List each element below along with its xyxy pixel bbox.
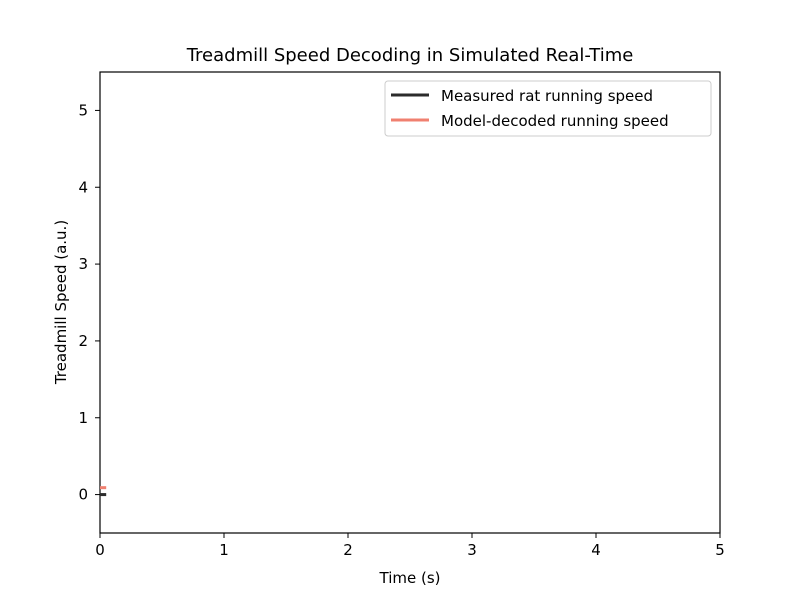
y-tick-label-1: 1	[78, 409, 88, 427]
x-tick-label-0: 0	[95, 541, 105, 559]
x-tick-label-3: 3	[467, 541, 477, 559]
y-tick-label-0: 0	[78, 486, 88, 504]
y-tick-label-4: 4	[78, 178, 88, 196]
x-tick-label-1: 1	[219, 541, 229, 559]
y-tick-label-2: 2	[78, 332, 88, 350]
plot-area	[99, 71, 721, 534]
series-layer	[100, 486, 107, 497]
x-axis: 0 1 2 3 4 5	[95, 533, 725, 559]
axes-frame	[99, 71, 721, 534]
legend-box	[384, 80, 712, 137]
chart-title: Treadmill Speed Decoding in Simulated Re…	[186, 45, 634, 66]
y-axis-label: Treadmill Speed (a.u.)	[52, 220, 70, 385]
x-tick-label-4: 4	[591, 541, 601, 559]
y-tick-label-3: 3	[78, 255, 88, 273]
legend-label-measured: Measured rat running speed	[441, 87, 653, 105]
y-tick-label-5: 5	[78, 101, 88, 119]
x-tick-label-2: 2	[343, 541, 353, 559]
y-axis: 0 1 2 3 4 5	[78, 101, 100, 504]
legend: Measured rat running speed Model-decoded…	[384, 80, 712, 137]
legend-label-decoded: Model-decoded running speed	[441, 112, 669, 130]
x-axis-label: Time (s)	[379, 569, 441, 587]
x-tick-label-5: 5	[715, 541, 725, 559]
